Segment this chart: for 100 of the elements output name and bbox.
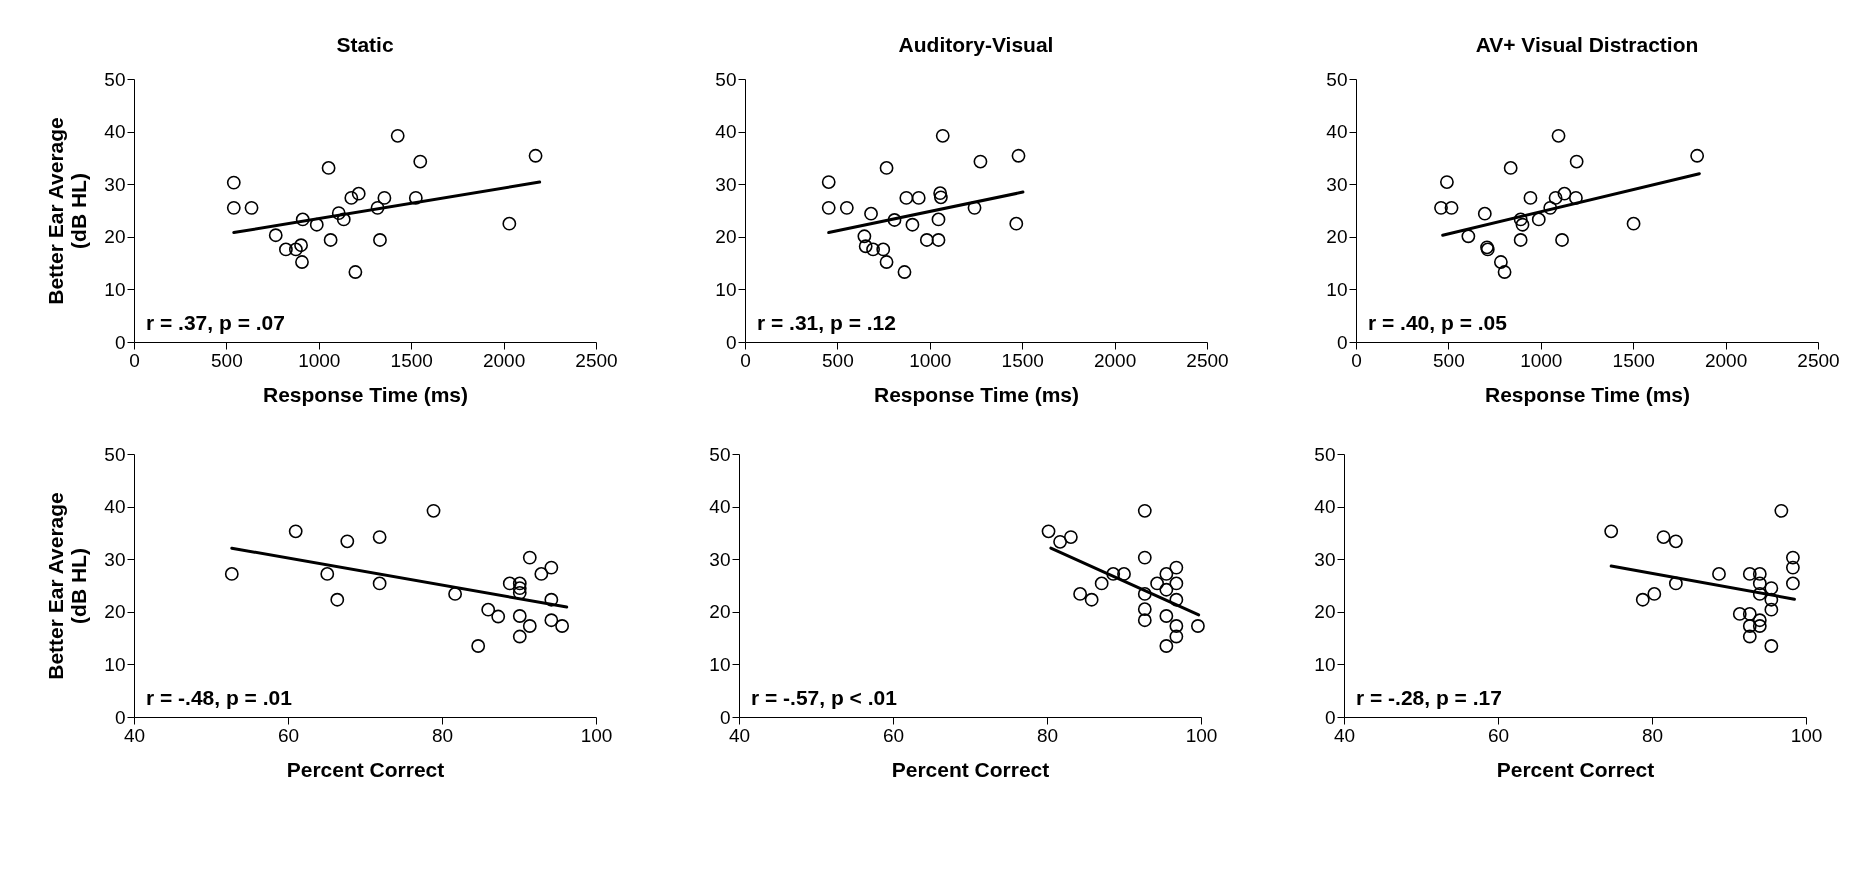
y-tick-label: 20: [104, 226, 126, 248]
y-tick-label: 0: [114, 331, 126, 353]
point: [1668, 576, 1683, 591]
point: [1106, 567, 1121, 581]
point: [1084, 592, 1099, 607]
point: [544, 613, 559, 628]
x-tick-label: 2500: [575, 349, 618, 371]
point: [1137, 503, 1152, 518]
point: [911, 190, 926, 205]
annotation: r = .40, p = .05: [1368, 311, 1508, 334]
point: [1169, 560, 1184, 575]
x-tick-label: 0: [129, 349, 140, 371]
point: [1764, 592, 1779, 607]
point: [1752, 613, 1767, 628]
point: [1752, 576, 1767, 591]
y-tick-label: 50: [104, 68, 126, 90]
point: [1764, 581, 1779, 596]
point: [1569, 154, 1584, 169]
point: [887, 213, 902, 227]
point: [821, 200, 836, 215]
x-axis-title: Percent Correct: [286, 757, 445, 781]
x-tick-label: 80: [1036, 724, 1059, 746]
point: [512, 609, 527, 623]
point: [1169, 629, 1184, 644]
x-tick-label: 100: [1790, 724, 1823, 746]
point: [555, 619, 570, 633]
point: [502, 216, 517, 231]
y-axis-title: Better Ear Average (dB HL): [44, 117, 91, 305]
x-tick-label: 1500: [1001, 349, 1044, 371]
x-tick-label: 1500: [1612, 349, 1655, 371]
y-tick-label: 40: [715, 121, 737, 143]
point: [1568, 190, 1583, 205]
point: [1626, 216, 1641, 231]
point: [288, 242, 303, 257]
point: [512, 581, 527, 596]
point: [1523, 190, 1538, 205]
point: [1732, 606, 1747, 621]
point: [502, 576, 517, 591]
point: [321, 160, 336, 175]
y-tick-label: 40: [1326, 121, 1348, 143]
point: [522, 550, 537, 565]
annotation: r = -.57, p < .01: [751, 686, 898, 709]
point: [512, 629, 527, 644]
point: [1444, 200, 1459, 215]
x-tick-label: 2500: [1186, 349, 1229, 371]
point: [1159, 567, 1174, 581]
point: [1764, 639, 1779, 653]
point: [295, 212, 310, 227]
x-tick-label: 500: [1433, 349, 1465, 371]
y-tick-label: 30: [715, 173, 737, 195]
point: [331, 206, 346, 221]
point: [1548, 190, 1563, 205]
x-tick-label: 2000: [1704, 349, 1748, 371]
chart-title: AV+ Visual Distraction: [1475, 33, 1699, 56]
point: [1513, 212, 1528, 227]
point: [344, 190, 359, 205]
point: [933, 186, 948, 201]
point: [1742, 629, 1757, 644]
point: [935, 128, 950, 143]
point: [481, 602, 496, 617]
y-tick-label: 50: [104, 443, 126, 465]
y-tick-label: 20: [104, 601, 126, 623]
point: [370, 200, 385, 215]
point: [1543, 200, 1558, 215]
point: [1555, 233, 1569, 247]
point: [512, 585, 527, 600]
point: [1764, 602, 1779, 617]
point: [905, 217, 920, 232]
point: [1461, 229, 1476, 244]
point: [897, 265, 912, 279]
point: [858, 239, 873, 254]
x-tick-label: 60: [277, 724, 300, 746]
y-tick-label: 0: [1324, 706, 1336, 728]
y-tick-label: 0: [725, 331, 737, 353]
annotation: r = -.48, p = .01: [146, 686, 293, 709]
y-tick-label: 20: [715, 226, 737, 248]
point: [1531, 212, 1546, 227]
point: [1503, 160, 1518, 175]
point: [864, 206, 878, 221]
x-tick-label: 60: [1487, 724, 1510, 746]
x-tick-label: 2000: [1093, 349, 1137, 371]
point: [1477, 206, 1492, 221]
y-tick-label: 0: [719, 706, 731, 728]
point: [544, 560, 559, 575]
point: [866, 242, 880, 257]
point: [372, 530, 387, 545]
point: [1752, 567, 1767, 581]
point: [1785, 576, 1800, 591]
point: [931, 233, 946, 247]
y-tick-label: 20: [1314, 601, 1336, 623]
point: [1159, 582, 1174, 597]
point: [348, 265, 363, 279]
y-tick-label: 10: [1326, 278, 1348, 300]
point: [1493, 255, 1508, 269]
point: [1635, 592, 1650, 607]
x-tick-label: 60: [882, 724, 905, 746]
point: [1169, 619, 1184, 633]
y-tick-label: 50: [715, 68, 737, 90]
point: [876, 242, 891, 257]
point: [320, 567, 335, 581]
